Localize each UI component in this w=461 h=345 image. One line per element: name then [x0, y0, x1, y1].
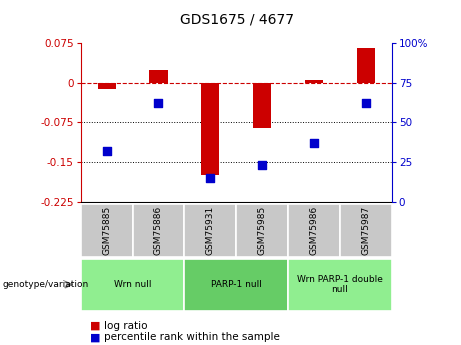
Text: PARP-1 null: PARP-1 null — [211, 280, 262, 289]
Text: GSM75886: GSM75886 — [154, 206, 163, 255]
Point — [207, 175, 214, 181]
Point — [259, 162, 266, 168]
Bar — [357, 48, 375, 83]
Text: GSM75985: GSM75985 — [258, 206, 267, 255]
Point — [155, 101, 162, 106]
Text: percentile rank within the sample: percentile rank within the sample — [104, 333, 280, 342]
Text: log ratio: log ratio — [104, 321, 147, 331]
Bar — [201, 83, 219, 175]
Point — [103, 148, 110, 154]
Bar — [253, 83, 271, 128]
Text: GSM75987: GSM75987 — [361, 206, 371, 255]
Text: GSM75931: GSM75931 — [206, 206, 215, 255]
Text: GDS1675 / 4677: GDS1675 / 4677 — [180, 12, 295, 26]
Text: ■: ■ — [90, 321, 100, 331]
Text: GSM75885: GSM75885 — [102, 206, 111, 255]
Text: Wrn PARP-1 double
null: Wrn PARP-1 double null — [297, 275, 383, 294]
Text: genotype/variation: genotype/variation — [2, 280, 89, 289]
Text: Wrn null: Wrn null — [114, 280, 151, 289]
Point — [310, 140, 318, 146]
Text: ■: ■ — [90, 333, 100, 342]
Point — [362, 101, 370, 106]
Text: GSM75986: GSM75986 — [309, 206, 319, 255]
Bar — [98, 83, 116, 89]
Bar — [305, 80, 323, 83]
Bar — [149, 70, 167, 83]
